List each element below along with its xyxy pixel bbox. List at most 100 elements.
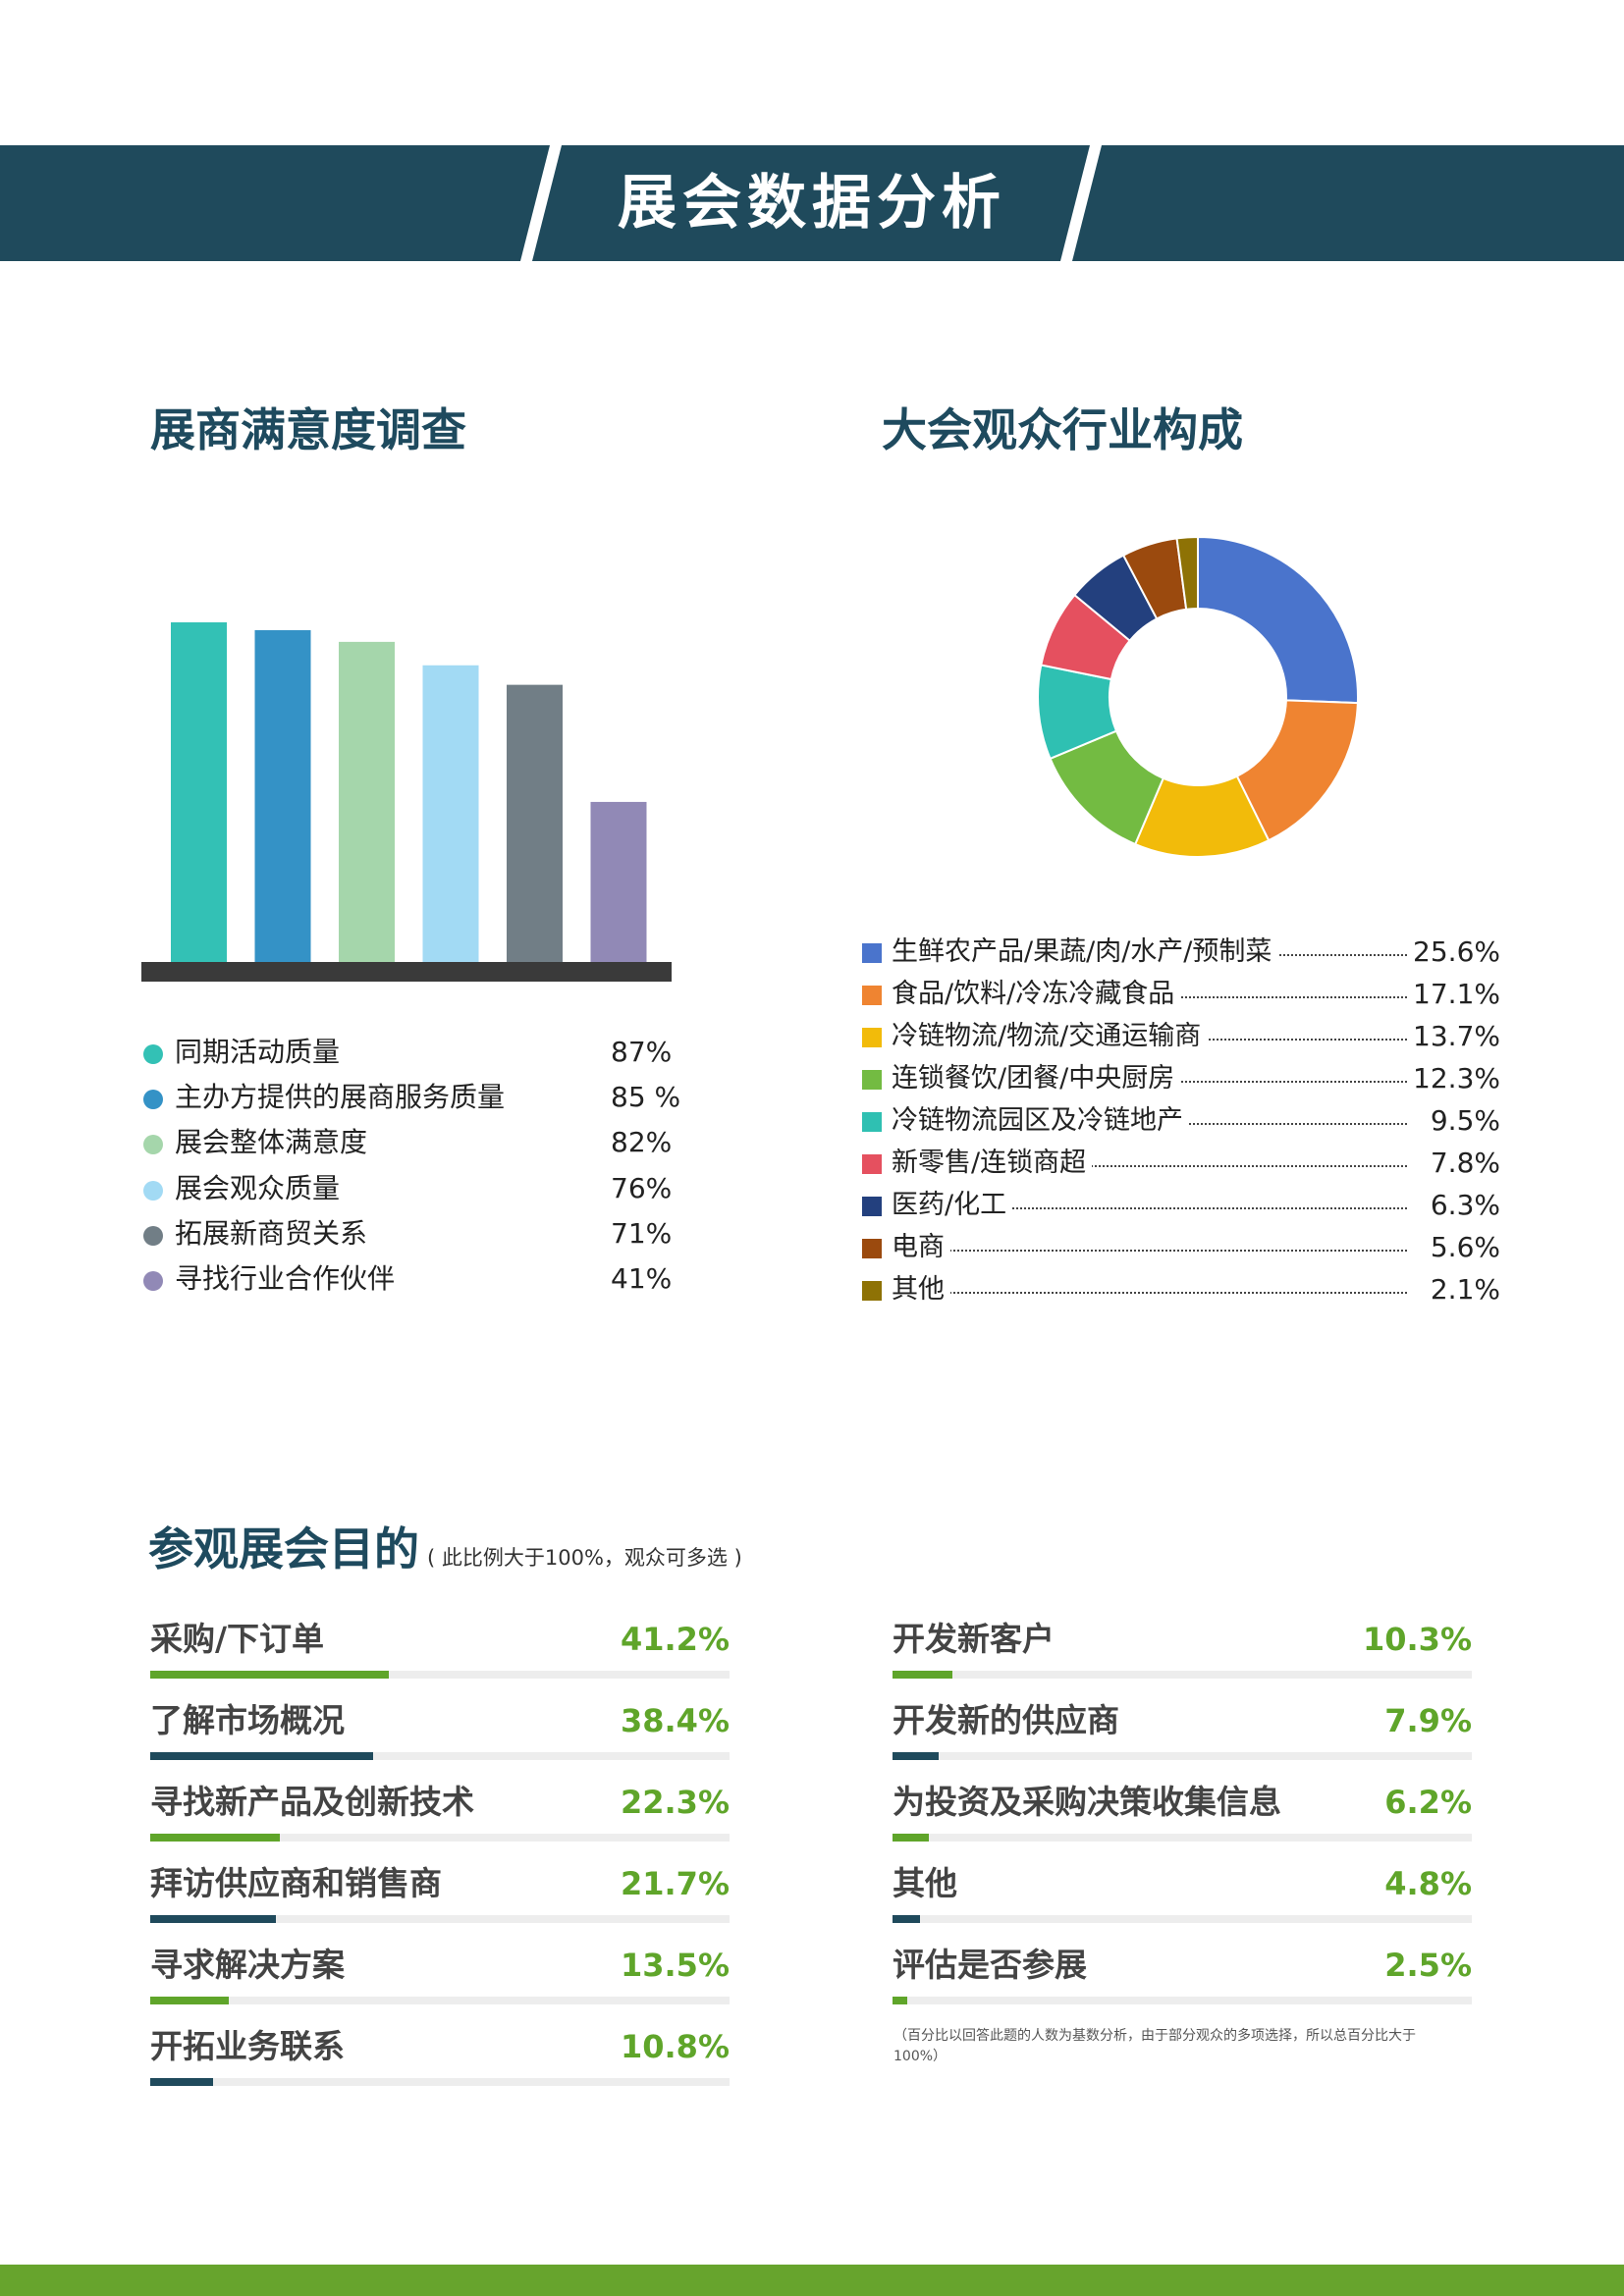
- legend-swatch: [862, 1154, 882, 1174]
- purpose-bar-track: [150, 1915, 730, 1923]
- industry-legend-value: 12.3%: [1413, 1062, 1500, 1095]
- industry-legend-item: 电商 5.6%: [862, 1228, 1500, 1267]
- industry-legend-item: 其他 2.1%: [862, 1270, 1500, 1309]
- purpose-bar-fill: [150, 1752, 373, 1760]
- bar-chart-baseline: [141, 962, 672, 982]
- purpose-bar-fill: [150, 1671, 390, 1679]
- legend-dot: [143, 1090, 163, 1110]
- purpose-item: 采购/下订单 41.2%: [150, 1618, 730, 1686]
- satisfaction-bar-chart: [141, 622, 672, 982]
- industry-legend-value: 2.1%: [1430, 1273, 1500, 1306]
- purpose-label: 采购/下订单: [150, 1620, 325, 1658]
- dotted-leader: [892, 1250, 1407, 1252]
- industry-legend-label: 生鲜农产品/果蔬/肉/水产/预制菜: [892, 933, 1278, 972]
- satisfaction-legend-label: 主办方提供的展商服务质量: [175, 1081, 506, 1114]
- purpose-label: 寻求解决方案: [150, 1946, 345, 1984]
- satisfaction-bar: [590, 801, 647, 962]
- satisfaction-legend-value: 76%: [611, 1171, 673, 1204]
- purpose-label: 为投资及采购决策收集信息: [893, 1783, 1281, 1821]
- purpose-item: 开拓业务联系 10.8%: [150, 2025, 730, 2094]
- legend-dot: [143, 1180, 163, 1201]
- purpose-item: 了解市场概况 38.4%: [150, 1699, 730, 1768]
- purpose-label: 了解市场概况: [150, 1701, 345, 1739]
- purpose-bar-track: [893, 1834, 1472, 1842]
- legend-swatch: [862, 1239, 882, 1258]
- industry-legend-item: 生鲜农产品/果蔬/肉/水产/预制菜 25.6%: [862, 933, 1500, 972]
- purpose-value: 21.7%: [620, 1865, 730, 1902]
- industry-legend-value: 9.5%: [1430, 1104, 1500, 1137]
- legend-swatch: [862, 1028, 882, 1047]
- purpose-label: 其他: [893, 1864, 957, 1902]
- legend-swatch: [862, 986, 882, 1005]
- industry-legend-item: 医药/化工 6.3%: [862, 1186, 1500, 1225]
- satisfaction-legend-label: 展会观众质量: [175, 1171, 341, 1204]
- industry-legend-label: 电商: [892, 1228, 950, 1267]
- purpose-bar-fill: [893, 1997, 907, 2004]
- purpose-bar-track: [150, 2078, 730, 2086]
- footer-bar: [0, 2265, 1624, 2296]
- satisfaction-bar: [507, 684, 563, 962]
- purpose-item: 评估是否参展 2.5%: [893, 1944, 1472, 2012]
- satisfaction-legend-item: 主办方提供的展商服务质量 85 %: [143, 1078, 693, 1117]
- satisfaction-legend-item: 寻找行业合作伙伴 41%: [143, 1259, 693, 1299]
- purpose-bar-fill: [893, 1915, 921, 1923]
- legend-dot: [143, 1271, 163, 1291]
- purpose-bar-fill: [150, 1834, 280, 1842]
- purpose-bar-track: [150, 1834, 730, 1842]
- satisfaction-legend-item: 展会整体满意度 82%: [143, 1123, 693, 1162]
- satisfaction-legend-value: 82%: [611, 1126, 673, 1159]
- industry-legend-item: 连锁餐饮/团餐/中央厨房 12.3%: [862, 1059, 1500, 1098]
- dotted-leader: [892, 1207, 1407, 1209]
- purpose-label: 开拓业务联系: [150, 2027, 345, 2065]
- satisfaction-legend-item: 展会观众质量 76%: [143, 1169, 693, 1208]
- satisfaction-legend-label: 同期活动质量: [175, 1036, 341, 1068]
- industry-donut-chart: [1037, 535, 1359, 858]
- satisfaction-bar: [339, 641, 395, 962]
- purpose-label: 开发新的供应商: [893, 1701, 1119, 1739]
- purpose-item: 开发新客户 10.3%: [893, 1618, 1472, 1686]
- purpose-bar-track: [150, 1671, 730, 1679]
- purpose-bar-fill: [150, 1997, 229, 2004]
- purpose-bar-fill: [893, 1834, 929, 1842]
- industry-legend-value: 6.3%: [1430, 1189, 1500, 1221]
- purpose-section-title: 参观展会目的 ( 此比例大于100%，观众可多选 ): [148, 1514, 742, 1578]
- purpose-bar-fill: [893, 1671, 952, 1679]
- purpose-item: 拜访供应商和销售商 21.7%: [150, 1862, 730, 1931]
- industry-legend-value: 17.1%: [1413, 978, 1500, 1010]
- industry-legend-label: 连锁餐饮/团餐/中央厨房: [892, 1059, 1181, 1098]
- purpose-value: 10.3%: [1362, 1621, 1472, 1658]
- satisfaction-legend-label: 拓展新商贸关系: [175, 1216, 368, 1250]
- industry-legend-item: 冷链物流园区及冷链地产 9.5%: [862, 1101, 1500, 1141]
- purpose-bar-track: [150, 1752, 730, 1760]
- industry-legend-value: 13.7%: [1413, 1020, 1500, 1052]
- purpose-bar-fill: [150, 1915, 277, 1923]
- page-title: 展会数据分析: [618, 169, 1006, 238]
- purpose-value: 4.8%: [1384, 1865, 1472, 1902]
- satisfaction-bar: [254, 629, 311, 962]
- legend-dot: [143, 1044, 163, 1064]
- purpose-value: 41.2%: [620, 1621, 730, 1658]
- legend-dot: [143, 1225, 163, 1246]
- satisfaction-legend-item: 拓展新商贸关系 71%: [143, 1214, 693, 1254]
- header-banner: [0, 145, 1624, 261]
- industry-legend-label: 新零售/连锁商超: [892, 1144, 1093, 1183]
- industry-legend-item: 食品/饮料/冷冻冷藏食品 17.1%: [862, 975, 1500, 1014]
- purpose-bar-fill: [893, 1752, 939, 1760]
- purpose-value: 10.8%: [620, 2028, 730, 2065]
- purpose-label: 评估是否参展: [893, 1946, 1087, 1984]
- purpose-bar-track: [893, 1752, 1472, 1760]
- legend-swatch: [862, 1070, 882, 1090]
- purpose-subtitle: ( 此比例大于100%，观众可多选 ): [427, 1546, 742, 1570]
- satisfaction-legend-value: 41%: [611, 1262, 673, 1295]
- purpose-item: 其他 4.8%: [893, 1862, 1472, 1931]
- purpose-label: 拜访供应商和销售商: [150, 1864, 442, 1902]
- industry-legend-label: 医药/化工: [892, 1186, 1013, 1225]
- industry-legend-value: 25.6%: [1413, 935, 1500, 968]
- purpose-item: 寻找新产品及创新技术 22.3%: [150, 1781, 730, 1849]
- satisfaction-section-title: 展商满意度调查: [150, 403, 466, 456]
- satisfaction-legend-label: 展会整体满意度: [175, 1126, 368, 1159]
- dotted-leader: [892, 1292, 1407, 1294]
- satisfaction-legend-label: 寻找行业合作伙伴: [175, 1262, 396, 1295]
- purpose-item: 寻求解决方案 13.5%: [150, 1944, 730, 2012]
- purpose-bar-track: [893, 1671, 1472, 1679]
